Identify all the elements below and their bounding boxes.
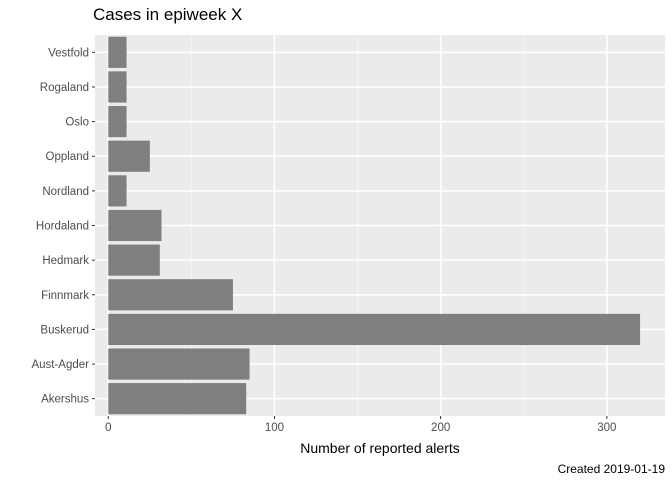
y-tick-label: Buskerud [40,324,89,336]
y-tick-label: Hedmark [42,255,89,267]
x-tick-label: 0 [105,422,111,434]
y-tick-label: Oppland [46,151,89,163]
bar-vestfold [108,36,127,68]
chart-caption: Created 2019-01-19 [558,462,666,476]
bar-aust-agder [108,348,250,380]
x-axis-title: Number of reported alerts [300,440,460,456]
bar-nordland [108,175,127,207]
y-tick-label: Aust-Agder [31,359,89,371]
y-tick-label: Hordaland [36,221,89,233]
bar-rogaland [108,71,127,103]
x-tick-label: 100 [265,422,284,434]
x-axis-ticks: 0 100 200 300 [105,416,616,434]
chart-title: Cases in epiweek X [93,5,242,24]
bar-buskerud [108,313,641,345]
bar-hedmark [108,244,160,276]
bar-akershus [108,383,247,415]
y-tick-label: Nordland [42,186,89,198]
y-axis-ticks: Akershus Aust-Agder Buskerud Finnmark Hedmar… [31,47,95,406]
y-tick-label: Vestfold [48,47,89,59]
y-tick-label: Finnmark [41,290,89,302]
x-tick-label: 300 [597,422,616,434]
bar-finnmark [108,279,233,311]
y-tick-label: Oslo [65,117,89,129]
bars [108,36,641,415]
y-tick-label: Rogaland [40,82,89,94]
x-tick-label: 200 [431,422,450,434]
bar-oslo [108,106,127,138]
bar-oppland [108,140,150,172]
bar-hordaland [108,209,162,242]
y-tick-label: Akershus [41,394,89,406]
